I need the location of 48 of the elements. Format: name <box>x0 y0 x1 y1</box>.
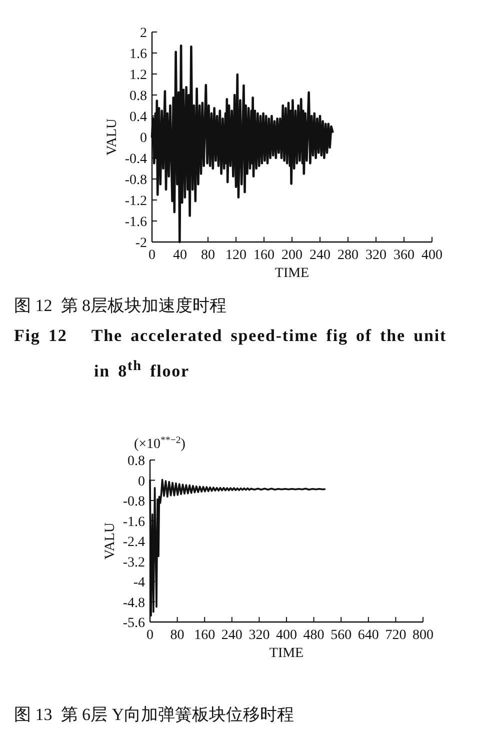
y-tick-label: -4.8 <box>122 596 145 611</box>
y-tick-label: -5.6 <box>122 616 145 631</box>
text: (×10$^{**−2}$) <box>134 434 186 452</box>
x-tick-label: 720 <box>385 628 406 643</box>
x-tick-label: 480 <box>303 628 324 643</box>
x-tick-label: 280 <box>338 248 358 263</box>
x-tick-label: 160 <box>254 248 274 263</box>
x-tick-label: 160 <box>194 628 216 643</box>
x-tick-label: 320 <box>248 628 270 643</box>
x-tick-label: 640 <box>358 628 379 643</box>
x-tick-label: 320 <box>366 248 386 263</box>
y-tick-label: 0.8 <box>128 454 145 469</box>
x-tick-label: 360 <box>394 248 414 263</box>
y-tick-label: -0.4 <box>124 152 147 167</box>
x-tick-label: 120 <box>226 248 246 263</box>
x-tick-label: 400 <box>276 628 297 643</box>
x-tick-label: 80 <box>201 248 215 263</box>
x-tick-label: 400 <box>422 248 442 263</box>
y-tick-label: 1.2 <box>130 68 147 83</box>
y-tick-label: 0 <box>140 131 147 146</box>
text: 图 12 第 8层板块加速度时程 <box>14 295 228 317</box>
y-tick-label: -3.2 <box>122 555 145 570</box>
y-tick-label: -4 <box>133 576 145 590</box>
y-tick-label: -1.2 <box>124 194 147 209</box>
x-tick-label: 240 <box>310 248 330 263</box>
y-tick-label: 0 <box>138 474 145 490</box>
x-tick-label: 200 <box>282 248 302 263</box>
y-axis-title: VALU <box>105 118 120 156</box>
x-axis-title: TIME <box>269 646 304 661</box>
y-tick-label: 0.8 <box>130 89 147 104</box>
x-tick-label: 560 <box>330 628 352 643</box>
x-tick-label: 80 <box>170 628 184 643</box>
y-tick-label: 1.6 <box>130 47 147 62</box>
x-tick-label: 800 <box>412 628 434 643</box>
y-tick-label: -2.4 <box>122 535 145 550</box>
x-tick-label: 40 <box>173 248 187 263</box>
text: Fig 12 The accelerated speed-time fig of the unit in 8$^{th}$ floor <box>14 325 448 383</box>
y-tick-label: -1.6 <box>122 514 145 530</box>
x-axis-title: TIME <box>274 266 310 281</box>
text: 图 13 第 6层 Y向加弹簧板块位移时程 <box>14 704 296 726</box>
y-tick-label: 2 <box>140 26 147 41</box>
y-tick-label: -1.6 <box>124 215 147 230</box>
y-axis-title: VALU <box>103 522 118 560</box>
y-tick-label: -2 <box>135 236 147 251</box>
y-tick-label: 0.4 <box>130 110 147 125</box>
x-tick-label: 240 <box>221 628 242 643</box>
y-tick-label: -0.8 <box>122 494 145 510</box>
y-tick-label: -0.8 <box>124 173 147 188</box>
